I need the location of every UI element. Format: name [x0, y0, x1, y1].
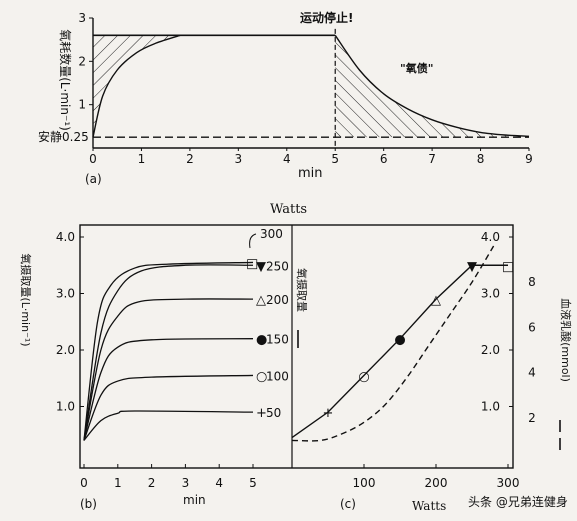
- b-marker-200: △: [256, 293, 266, 308]
- c-point-marker: ▼: [467, 259, 477, 274]
- b-label-150: 150: [266, 333, 289, 347]
- panel-b-label: (b): [80, 497, 97, 511]
- c-left-tick-label: 3.0: [481, 287, 500, 301]
- b-series-250: [83, 264, 254, 441]
- c-point-marker: ○: [358, 369, 369, 384]
- b-x-tick-label: 2: [148, 476, 156, 490]
- b-marker-300: □: [246, 256, 258, 271]
- c-point-marker: △: [431, 293, 441, 308]
- b-y-tick-label: 3.0: [56, 287, 75, 301]
- watermark-text: 头条 @兄弟连健身: [468, 494, 568, 509]
- c-right-tick-label: 8: [528, 275, 536, 289]
- panel-bc: Watts 氧摄取量(L·min⁻¹) min (b) 氧摄取量 血液乳酸(mm…: [19, 202, 573, 513]
- a-x-tick-label: 1: [138, 152, 146, 166]
- a-x-tick-label: 5: [331, 152, 339, 166]
- c-right-tick-label: 6: [528, 320, 536, 334]
- b-marker-50: +: [256, 406, 267, 421]
- exercise-stop-annotation: 运动停止!: [300, 10, 353, 25]
- a-x-tick-label: 0: [89, 152, 97, 166]
- watts-top-label: Watts: [270, 202, 307, 217]
- recovery-curve: [334, 34, 530, 137]
- b-y-tick-label: 4.0: [56, 230, 75, 244]
- onset-curve: [92, 34, 181, 138]
- oxygen-debt-area: [335, 35, 529, 138]
- b-arrow-300: [249, 233, 257, 249]
- a-x-tick-label: 6: [380, 152, 388, 166]
- b-y-tick-label: 1.0: [56, 400, 75, 414]
- a-x-tick-label: 2: [186, 152, 194, 166]
- bc-frame: [79, 224, 514, 469]
- oxygen-deficit-area: [93, 35, 181, 138]
- c-left-tick-label: 4.0: [481, 230, 500, 244]
- c-point-marker: ●: [394, 333, 405, 348]
- a-y-tick-label: 3: [78, 11, 86, 25]
- b-x-tick-label: 5: [249, 476, 257, 490]
- b-series-50: [83, 410, 254, 441]
- c-right-tick-label: 4: [528, 366, 536, 380]
- b-label-50: 50: [266, 406, 281, 420]
- c-x-tick-label: 100: [353, 476, 376, 490]
- b-y-tick-label: 2.0: [56, 343, 75, 357]
- a-x-axis-label: min: [298, 166, 323, 181]
- b-x-tick-label: 3: [182, 476, 190, 490]
- a-y-axis-label: 氧耗数量(L·min⁻¹): [58, 29, 73, 131]
- b-series-100: [83, 374, 254, 441]
- a-x-tick-label: 7: [428, 152, 436, 166]
- b-x-tick-label: 1: [114, 476, 122, 490]
- oxygen-debt-annotation: "氧债": [400, 61, 433, 75]
- b-x-tick-label: 0: [80, 476, 88, 490]
- c-left-tick-label: 2.0: [481, 343, 500, 357]
- b-marker-100: ○: [256, 369, 267, 384]
- b-label-200: 200: [266, 293, 289, 307]
- b-label-300: 300: [260, 227, 283, 241]
- b-marker-150: ●: [256, 333, 267, 348]
- c-x-tick-label: 200: [425, 476, 448, 490]
- b-series-300: [83, 261, 254, 441]
- c-oxygen-line: [291, 264, 508, 439]
- b-marker-250: ▼: [256, 259, 266, 274]
- c-lactate-line: [291, 245, 495, 442]
- b-x-tick-label: 4: [215, 476, 223, 490]
- b-label-250: 250: [266, 259, 289, 273]
- b-y-axis-label: 氧摄取量(L·min⁻¹): [19, 253, 33, 346]
- panel-a-label: (a): [85, 172, 102, 186]
- a-y-tick-label: 2: [78, 54, 86, 68]
- a-x-tick-label: 9: [525, 152, 533, 166]
- panel-c-label: (c): [340, 497, 356, 511]
- c-point-marker: +: [323, 406, 334, 421]
- b-x-axis-label: min: [183, 493, 206, 507]
- c-x-tick-label: 300: [497, 476, 520, 490]
- c-point-marker: □: [502, 259, 514, 274]
- c-right-tick-label: 2: [528, 411, 536, 425]
- b-series-200: [83, 298, 254, 441]
- rest-label: 安静0.25: [38, 129, 89, 144]
- c-left-tick-label: 1.0: [481, 400, 500, 414]
- b-label-100: 100: [266, 369, 289, 383]
- a-x-tick-label: 8: [477, 152, 485, 166]
- b-series-150: [83, 338, 254, 441]
- c-right-y-label: 血液乳酸(mmol): [559, 298, 573, 382]
- c-left-y-label: 氧摄取量: [295, 268, 309, 312]
- a-x-tick-label: 3: [235, 152, 243, 166]
- a-x-tick-label: 4: [283, 152, 291, 166]
- c-x-axis-label: Watts: [412, 499, 446, 513]
- a-y-tick-label: 1: [78, 98, 86, 112]
